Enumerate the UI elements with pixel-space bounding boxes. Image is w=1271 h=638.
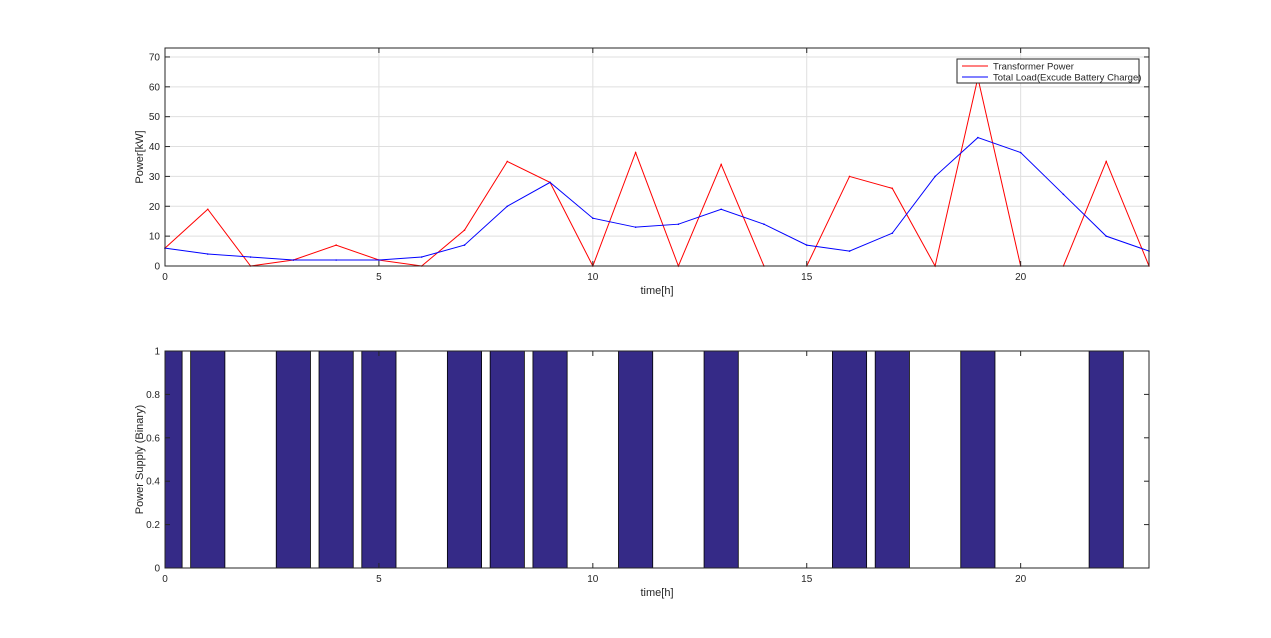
x-axis-label: time[h] (640, 285, 673, 297)
data-point (720, 208, 722, 211)
data-point (335, 244, 337, 246)
data-point (506, 160, 509, 163)
data-point (463, 229, 466, 231)
x-tick-label: 20 (1015, 574, 1027, 585)
data-point (805, 244, 808, 246)
data-point (934, 175, 936, 178)
x-tick-label: 15 (801, 574, 813, 585)
data-point (634, 151, 637, 154)
x-tick-label: 20 (1015, 272, 1027, 283)
y-tick-label: 0 (154, 262, 160, 273)
data-point (335, 259, 337, 261)
bar (318, 350, 354, 569)
bar (874, 350, 910, 569)
data-point (1105, 160, 1108, 163)
data-point (848, 250, 851, 252)
x-tick-label: 0 (162, 574, 168, 585)
plot-area (165, 351, 1149, 568)
bar (489, 350, 525, 569)
bar (361, 350, 397, 569)
axes-box (164, 350, 1150, 569)
data-point (206, 253, 209, 255)
power-supply-bar-chart: 0 5 10 15 20 0 0.2 0.4 0.6 0.8 1 time[h] Power Suppl… (134, 347, 1150, 599)
legend-entry: Total Load(Excude Battery Charge) (993, 73, 1141, 84)
y-tick-label: 40 (149, 142, 161, 153)
axes-box (164, 47, 1150, 267)
data-point (506, 205, 509, 208)
x-tick-label: 15 (801, 272, 813, 283)
x-tick-label: 10 (587, 574, 599, 585)
legend-box (956, 58, 1140, 84)
bar (960, 350, 996, 569)
bar (618, 350, 654, 569)
y-axis-label: Power Supply (Binary) (134, 405, 146, 514)
y-tick-label: 1 (154, 347, 160, 358)
data-point (292, 259, 295, 261)
data-point (848, 175, 851, 178)
y-tick-label: 0.4 (146, 477, 160, 488)
bar (164, 350, 183, 569)
data-point (463, 244, 466, 246)
y-tick-label: 70 (149, 52, 161, 63)
y-tick-label: 0 (154, 564, 160, 575)
data-point (1062, 193, 1065, 196)
data-point (249, 256, 252, 258)
y-axis-label: Power[kW] (134, 130, 146, 183)
bar (703, 350, 739, 569)
y-tick-label: 10 (149, 232, 161, 243)
y-tick-label: 0.6 (146, 433, 160, 444)
data-point (420, 256, 423, 258)
y-tick-label: 0.8 (146, 390, 160, 401)
x-tick-label: 5 (376, 574, 382, 585)
bar (832, 350, 868, 569)
bar (532, 350, 568, 569)
bar (446, 350, 482, 569)
data-point (549, 181, 551, 184)
y-tick-label: 60 (149, 82, 161, 93)
data-point (634, 226, 637, 228)
y-tick-label: 30 (149, 172, 161, 183)
bar (190, 350, 226, 569)
x-tick-label: 10 (587, 272, 599, 283)
y-tick-label: 50 (149, 112, 161, 123)
data-point (891, 187, 894, 190)
data-point (1105, 235, 1108, 237)
bar (275, 350, 311, 569)
data-point (677, 223, 680, 225)
data-point (378, 259, 380, 261)
x-axis-label: time[h] (640, 587, 673, 599)
data-point (891, 232, 894, 234)
series-line-1 (164, 77, 1150, 268)
x-tick-label: 0 (162, 272, 168, 283)
bar (1088, 350, 1124, 569)
series-line-2 (164, 137, 1150, 261)
data-point (206, 208, 209, 211)
data-point (592, 217, 594, 220)
power-line-chart: 0 5 10 15 20 0 10 20 30 40 50 60 70 time[h] Power[kW] T… (134, 47, 1150, 297)
data-point (1019, 151, 1022, 154)
y-tick-label: 0.2 (146, 520, 160, 531)
y-tick-label: 20 (149, 202, 161, 213)
data-point (763, 223, 765, 225)
x-tick-label: 5 (376, 272, 382, 283)
data-point (977, 136, 979, 139)
plot-area (165, 48, 1149, 266)
legend-entry: Transformer Power (993, 62, 1074, 73)
data-point (720, 163, 722, 166)
